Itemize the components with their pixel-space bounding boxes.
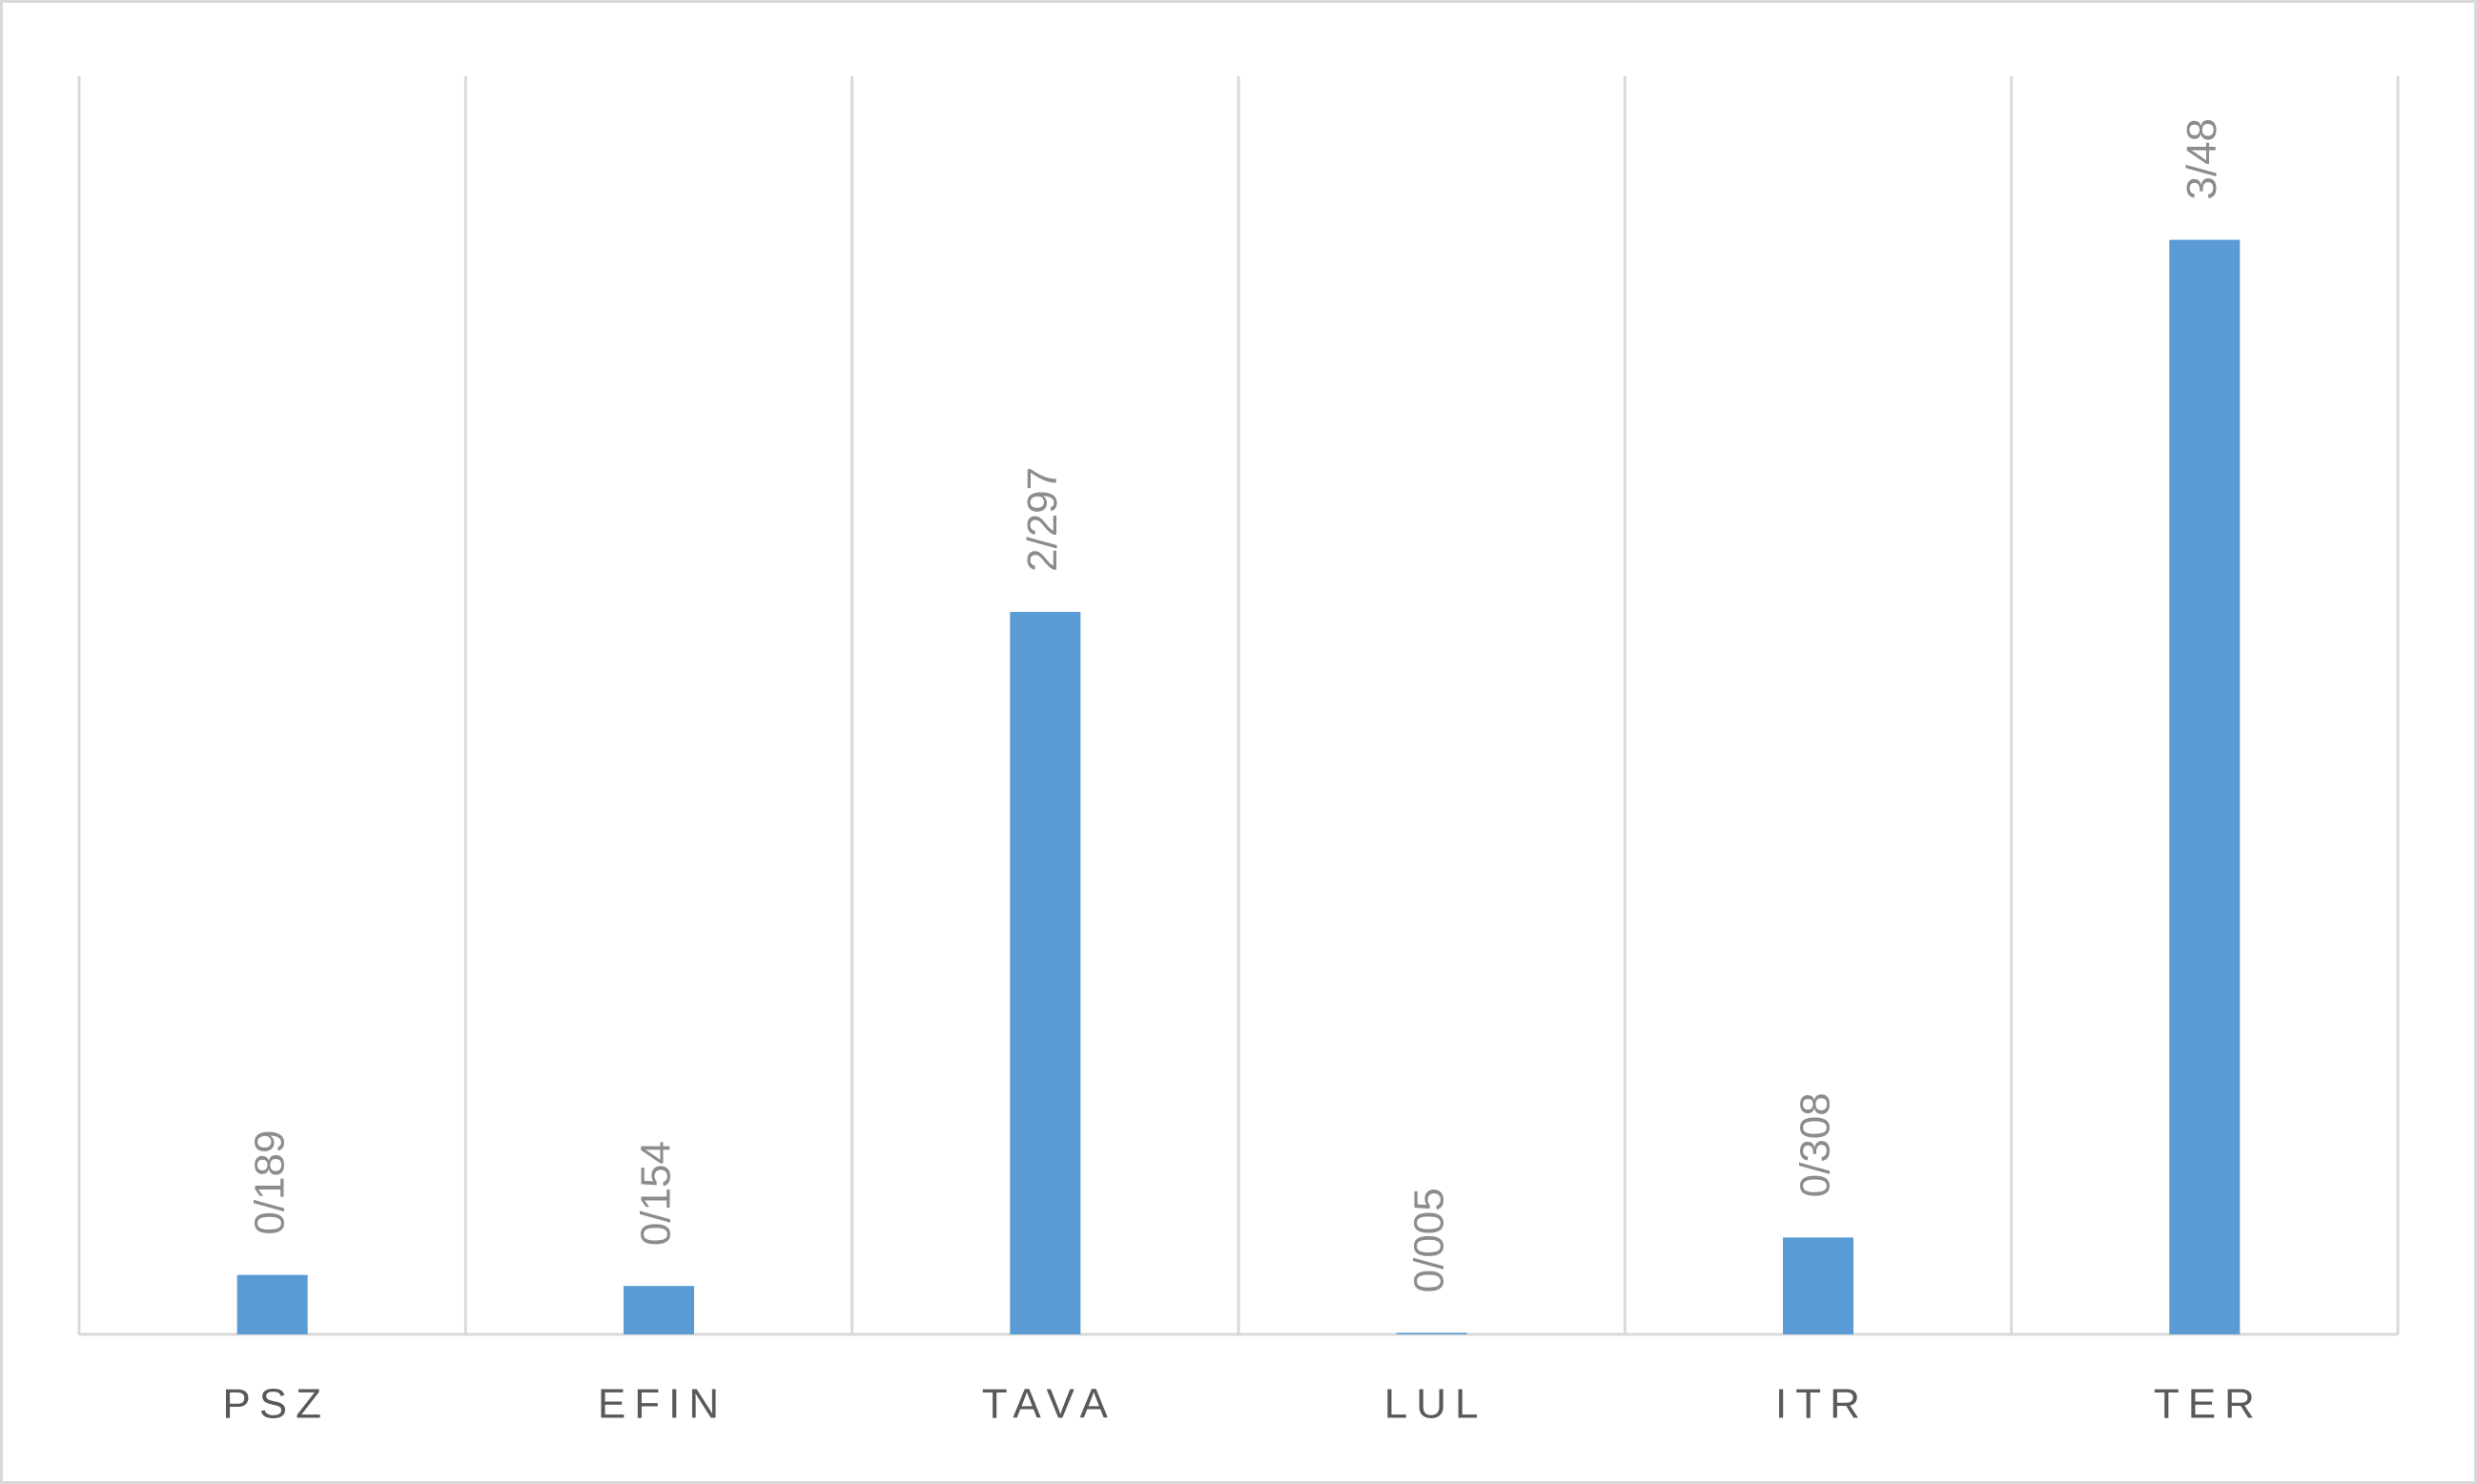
bar (236, 1274, 308, 1334)
x-tick-label: PSZ (222, 1381, 330, 1428)
data-label: 0/154 (633, 1141, 680, 1246)
bar (1396, 1332, 1467, 1334)
x-tick-label: EFIN (598, 1381, 727, 1428)
data-label: 0/308 (1792, 1092, 1839, 1197)
bar (1010, 611, 1081, 1334)
x-tick-label: TAVA (982, 1381, 1116, 1428)
data-label: 3/48 (2179, 118, 2225, 200)
bar (624, 1286, 694, 1334)
data-label: 2/297 (1019, 467, 1066, 572)
x-tick-label: LUL (1384, 1381, 1487, 1428)
bar (1783, 1237, 1853, 1334)
data-label: 0/005 (1405, 1188, 1452, 1292)
x-tick-label: TER (2154, 1381, 2263, 1428)
x-tick-label: ITR (1775, 1381, 1869, 1428)
bar (2169, 239, 2241, 1335)
data-label: 0/189 (246, 1130, 293, 1235)
